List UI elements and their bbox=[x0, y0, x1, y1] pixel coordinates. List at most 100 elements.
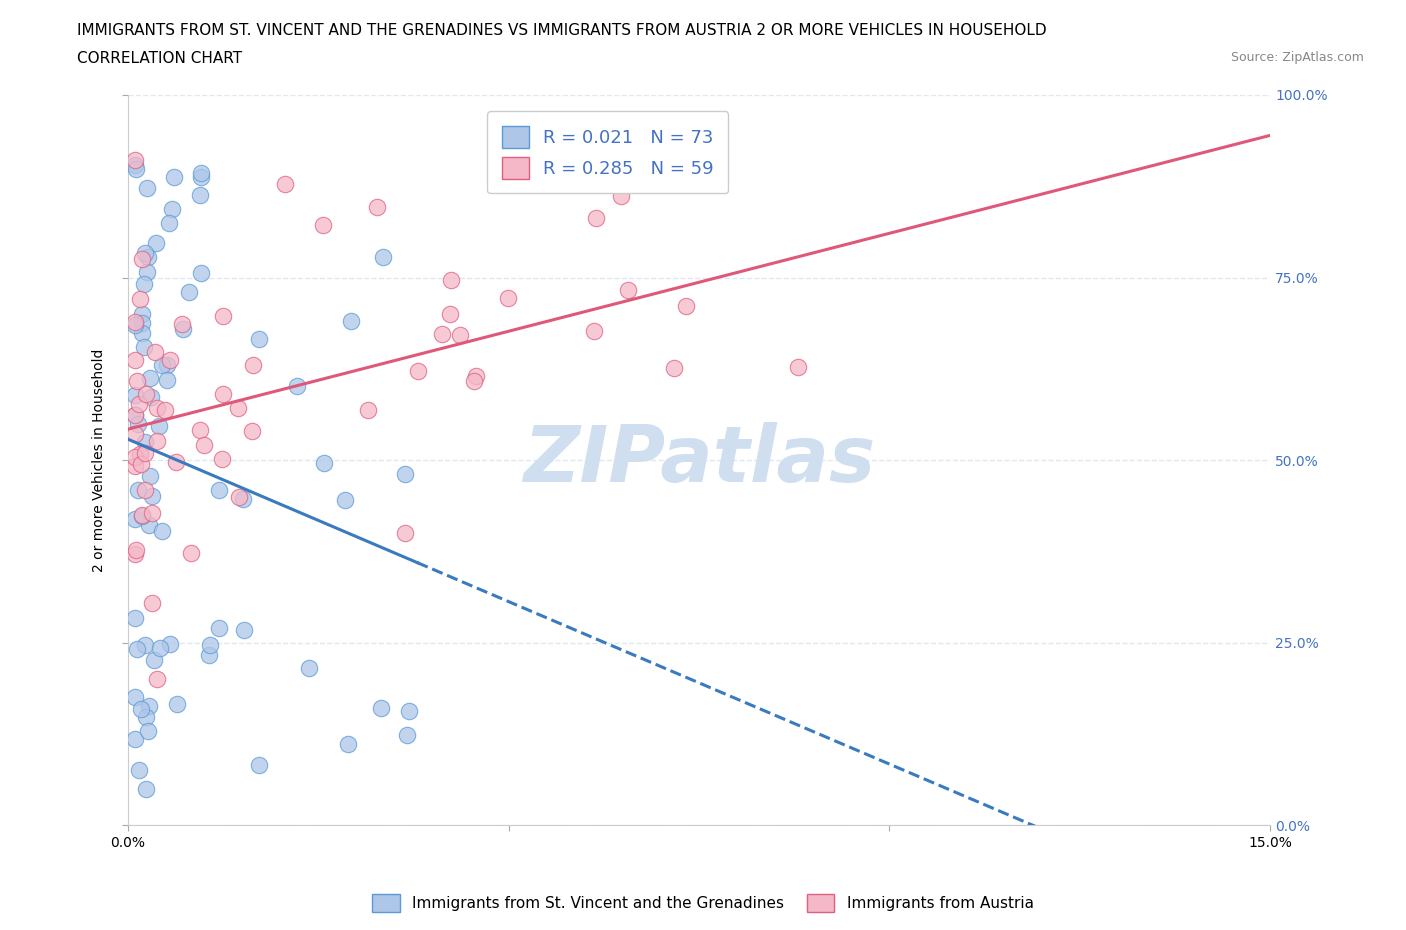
Point bbox=[463, 374, 485, 389]
Point bbox=[274, 177, 297, 192]
Point bbox=[131, 508, 153, 523]
Point bbox=[127, 483, 149, 498]
Point bbox=[135, 264, 157, 279]
Point bbox=[124, 153, 146, 167]
Text: ZIPatlas: ZIPatlas bbox=[523, 422, 875, 498]
Point bbox=[617, 283, 640, 298]
Point bbox=[149, 641, 172, 656]
Legend: Immigrants from St. Vincent and the Grenadines, Immigrants from Austria: Immigrants from St. Vincent and the Gren… bbox=[366, 888, 1040, 918]
Point bbox=[146, 433, 169, 448]
Point bbox=[786, 359, 808, 374]
Point bbox=[198, 648, 221, 663]
Point bbox=[125, 161, 148, 176]
Point bbox=[156, 357, 179, 372]
Point bbox=[141, 390, 163, 405]
Point bbox=[440, 272, 463, 287]
Point bbox=[662, 361, 685, 376]
Point bbox=[138, 724, 160, 738]
Point bbox=[135, 710, 157, 724]
Point bbox=[124, 318, 146, 333]
Point bbox=[124, 512, 146, 526]
Point bbox=[228, 401, 250, 416]
Point bbox=[124, 610, 146, 625]
Point bbox=[127, 417, 149, 432]
Point bbox=[165, 455, 187, 470]
Point bbox=[135, 781, 157, 796]
Point bbox=[124, 458, 146, 473]
Point bbox=[370, 701, 392, 716]
Point bbox=[242, 358, 264, 373]
Point bbox=[124, 450, 146, 465]
Point bbox=[132, 276, 155, 291]
Point bbox=[139, 370, 162, 385]
Point bbox=[162, 202, 184, 217]
Point bbox=[163, 170, 186, 185]
Point bbox=[145, 235, 167, 250]
Point bbox=[131, 326, 153, 340]
Point bbox=[138, 517, 160, 532]
Point bbox=[190, 170, 212, 185]
Point bbox=[157, 215, 180, 230]
Point bbox=[124, 388, 146, 403]
Point bbox=[675, 299, 697, 313]
Point bbox=[179, 285, 201, 299]
Point bbox=[150, 524, 173, 538]
Point bbox=[449, 327, 471, 342]
Point bbox=[394, 525, 416, 540]
Point bbox=[180, 545, 202, 560]
Point bbox=[128, 447, 150, 462]
Point bbox=[366, 199, 388, 214]
Point bbox=[211, 387, 233, 402]
Point bbox=[211, 452, 233, 467]
Point bbox=[124, 732, 146, 747]
Point bbox=[155, 372, 177, 387]
Point bbox=[142, 653, 165, 668]
Point bbox=[141, 595, 163, 610]
Point bbox=[610, 189, 633, 204]
Point bbox=[146, 400, 169, 415]
Point bbox=[134, 434, 156, 449]
Point bbox=[212, 308, 235, 323]
Point bbox=[131, 457, 153, 472]
Point bbox=[498, 290, 520, 305]
Point bbox=[124, 547, 146, 562]
Point bbox=[131, 307, 153, 322]
Point bbox=[127, 642, 149, 657]
Point bbox=[198, 638, 221, 653]
Point bbox=[297, 660, 319, 675]
Point bbox=[193, 437, 215, 452]
Text: Source: ZipAtlas.com: Source: ZipAtlas.com bbox=[1230, 51, 1364, 64]
Point bbox=[159, 637, 181, 652]
Point bbox=[141, 506, 163, 521]
Point bbox=[188, 188, 211, 203]
Point bbox=[340, 314, 363, 329]
Point bbox=[128, 763, 150, 777]
Point bbox=[208, 483, 231, 498]
Text: IMMIGRANTS FROM ST. VINCENT AND THE GRENADINES VS IMMIGRANTS FROM AUSTRIA 2 OR M: IMMIGRANTS FROM ST. VINCENT AND THE GREN… bbox=[77, 23, 1047, 38]
Point bbox=[314, 456, 336, 471]
Point bbox=[153, 403, 176, 418]
Point bbox=[285, 379, 308, 393]
Point bbox=[333, 493, 356, 508]
Point bbox=[231, 492, 253, 507]
Point bbox=[124, 314, 146, 329]
Point bbox=[134, 483, 156, 498]
Point bbox=[406, 364, 429, 379]
Point bbox=[357, 403, 380, 418]
Point bbox=[131, 316, 153, 331]
Point bbox=[124, 427, 146, 442]
Point bbox=[131, 252, 153, 267]
Point bbox=[136, 180, 159, 195]
Point bbox=[143, 344, 166, 359]
Point bbox=[145, 672, 167, 687]
Point bbox=[124, 157, 146, 172]
Point bbox=[124, 689, 146, 704]
Point bbox=[128, 396, 150, 411]
Point bbox=[134, 446, 156, 461]
Point bbox=[172, 317, 194, 332]
Point bbox=[585, 210, 607, 225]
Point bbox=[464, 368, 486, 383]
Point bbox=[582, 324, 605, 339]
Point bbox=[148, 418, 170, 433]
Point bbox=[228, 489, 250, 504]
